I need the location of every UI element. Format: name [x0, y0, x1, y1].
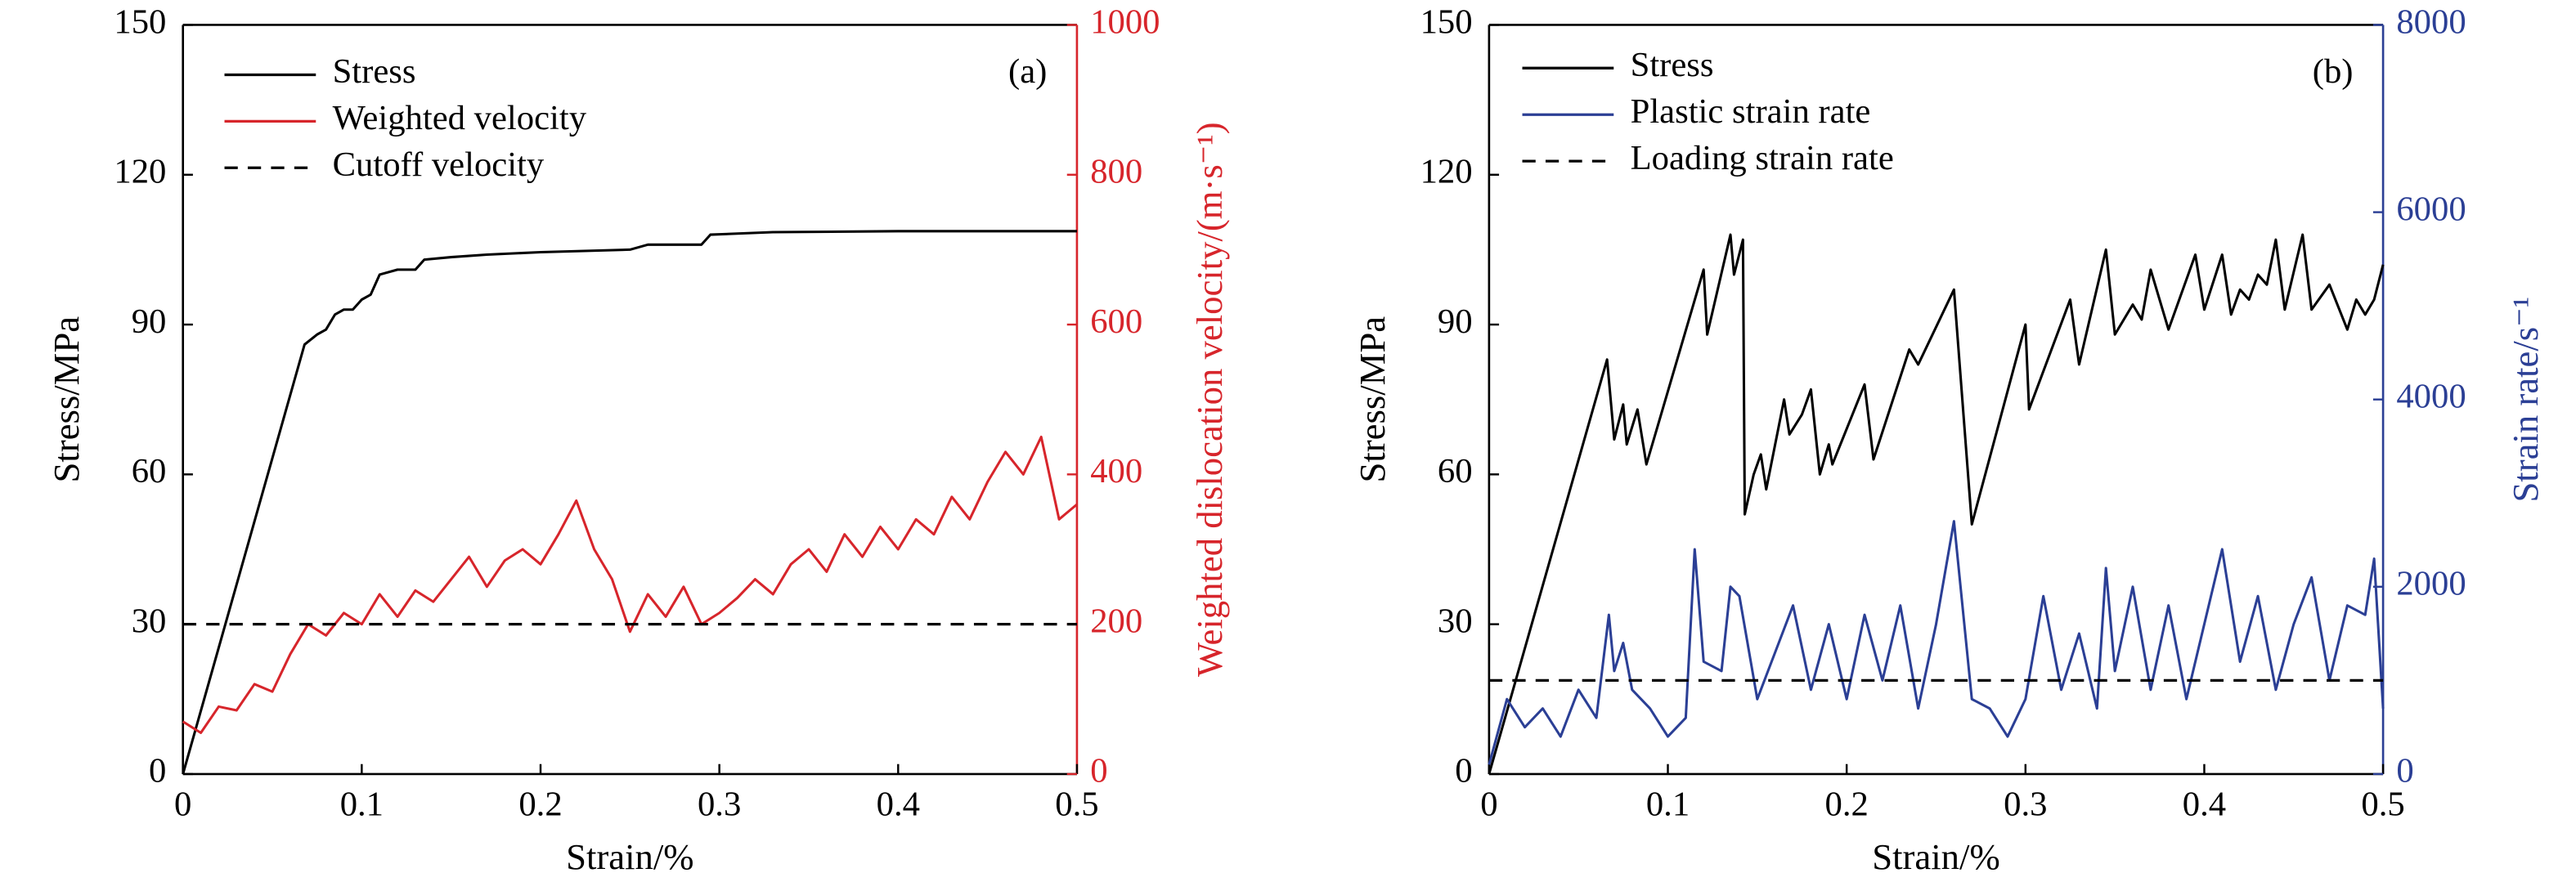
x-tick-label: 0.4: [877, 785, 920, 823]
y2-tick-label: 800: [1090, 153, 1142, 191]
y-axis-label: Stress/MPa: [1352, 316, 1393, 483]
legend-label: Stress: [1631, 46, 1714, 84]
y-tick-label: 150: [1420, 2, 1473, 41]
legend-label: Plastic strain rate: [1631, 92, 1871, 131]
x-tick-label: 0.1: [1646, 785, 1690, 823]
y-tick-label: 120: [114, 153, 166, 191]
y2-tick-label: 6000: [2396, 190, 2466, 228]
y2-tick-label: 200: [1090, 602, 1142, 640]
panel-label: (b): [2313, 52, 2354, 91]
x-tick-label: 0.2: [518, 785, 562, 823]
y-tick-label: 90: [1438, 302, 1473, 341]
series-line: [1488, 233, 2385, 775]
x-tick-label: 0.4: [2183, 785, 2226, 823]
series-line: [182, 230, 1077, 775]
legend-label: Cutoff velocity: [333, 146, 545, 184]
series-line: [1488, 520, 2385, 765]
y2-axis-label: Weighted dislocation velocity/(m·s⁻¹): [1189, 122, 1230, 677]
y-tick-label: 30: [132, 602, 167, 640]
legend-label: Loading strain rate: [1631, 139, 1894, 177]
y-tick-label: 120: [1420, 153, 1473, 191]
y-tick-label: 0: [149, 752, 166, 790]
y2-tick-label: 0: [1090, 752, 1107, 790]
y2-tick-label: 0: [2396, 752, 2413, 790]
x-tick-label: 0: [1480, 785, 1497, 823]
y-tick-label: 0: [1455, 752, 1472, 790]
x-axis-label: Strain/%: [566, 836, 693, 877]
y-tick-label: 30: [1438, 602, 1473, 640]
y-tick-label: 90: [132, 302, 167, 341]
x-tick-label: 0: [174, 785, 191, 823]
y2-tick-label: 400: [1090, 452, 1142, 490]
x-tick-label: 0.5: [2361, 785, 2404, 823]
legend-label: Weighted velocity: [333, 99, 587, 137]
y2-tick-label: 2000: [2396, 565, 2466, 603]
y2-tick-label: 1000: [1090, 2, 1160, 41]
x-tick-label: 0.2: [1824, 785, 1868, 823]
x-axis-label: Strain/%: [1872, 836, 1999, 877]
y-tick-label: 150: [114, 2, 166, 41]
y2-tick-label: 600: [1090, 302, 1142, 341]
y-tick-label: 60: [132, 452, 167, 490]
y2-axis-label: Strain rate/s⁻¹: [2505, 297, 2546, 503]
y-tick-label: 60: [1438, 452, 1473, 490]
x-tick-label: 0.3: [698, 785, 741, 823]
legend-label: Stress: [333, 52, 416, 91]
y-axis-label: Stress/MPa: [46, 316, 87, 483]
x-tick-label: 0.1: [340, 785, 384, 823]
panel-label: (a): [1008, 52, 1047, 91]
y2-tick-label: 8000: [2396, 2, 2466, 41]
x-tick-label: 0.3: [2004, 785, 2047, 823]
y2-tick-label: 4000: [2396, 377, 2466, 415]
x-tick-label: 0.5: [1055, 785, 1098, 823]
series-line: [182, 435, 1078, 735]
